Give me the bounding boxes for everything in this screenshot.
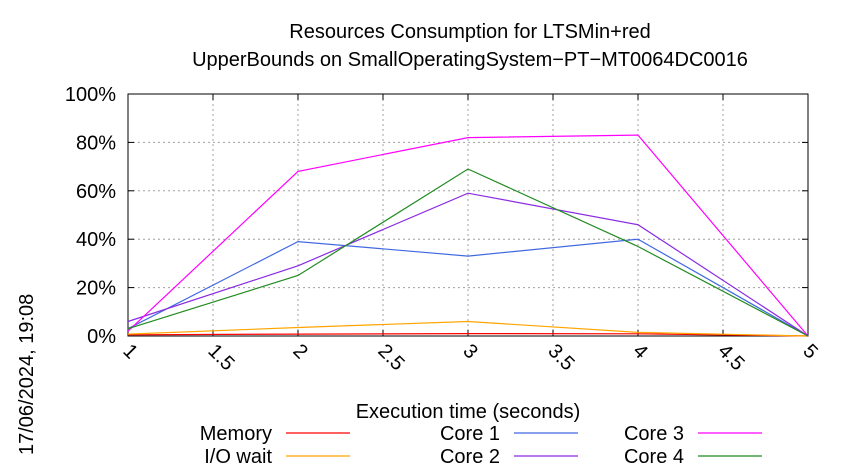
x-tick-label: 1.5 <box>203 340 238 375</box>
y-axis: 0% 20% 40% 60% 80% 100% <box>65 84 808 348</box>
x-tick-label: 5 <box>798 340 821 363</box>
y-tick-label: 20% <box>76 278 116 300</box>
x-tick-label: 4.5 <box>713 340 748 375</box>
x-tick-label: 2.5 <box>373 340 408 375</box>
series-line-core-4 <box>127 168 809 337</box>
series-line-core-2 <box>127 192 809 337</box>
legend-label-memory: Memory <box>200 423 272 445</box>
series-line-i-o-wait <box>127 320 809 337</box>
series-lines <box>127 134 809 337</box>
legend-label-core-2: Core 2 <box>440 446 500 468</box>
series-line-core-3 <box>127 134 809 337</box>
y-tick-label: 40% <box>76 229 116 251</box>
timestamp: 17/06/2024, 19:08 <box>16 294 38 455</box>
chart-title: Resources Consumption for LTSMin+red Upp… <box>192 21 748 71</box>
x-tick-label: 2 <box>288 340 311 363</box>
x-tick-label: 3 <box>458 340 481 363</box>
legend-label-i-o-wait: I/O wait <box>204 446 272 468</box>
series-line-core-1 <box>127 238 809 337</box>
legend-label-core-4: Core 4 <box>624 446 684 468</box>
x-axis-label: Execution time (seconds) <box>356 401 581 423</box>
legend-label-core-3: Core 3 <box>624 423 684 445</box>
y-tick-label: 100% <box>65 84 116 106</box>
x-tick-label: 1 <box>118 340 141 363</box>
x-tick-label: 3.5 <box>543 340 578 375</box>
grid <box>128 94 808 336</box>
chart-title-line-2: UpperBounds on SmallOperatingSystem−PT−M… <box>192 49 748 71</box>
chart-title-line-1: Resources Consumption for LTSMin+red <box>289 21 650 43</box>
y-tick-label: 60% <box>76 181 116 203</box>
legend-label-core-1: Core 1 <box>440 423 500 445</box>
series-line-memory <box>127 333 809 337</box>
y-tick-label: 0% <box>87 326 116 348</box>
y-tick-label: 80% <box>76 132 116 154</box>
x-tick-label: 4 <box>628 340 651 363</box>
